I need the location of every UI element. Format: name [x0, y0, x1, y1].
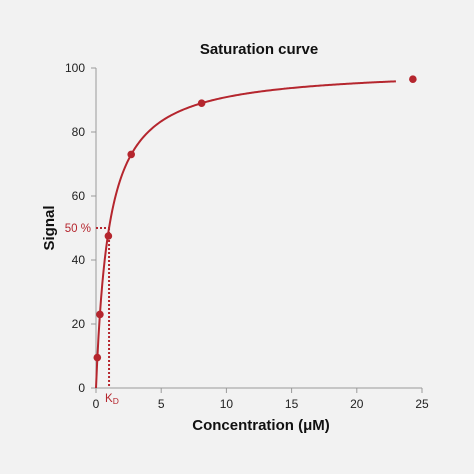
- x-tick-label: 0: [93, 397, 100, 411]
- y-tick-label: 40: [72, 253, 86, 267]
- kd-x-label: KD: [105, 393, 119, 406]
- kd-annotation: 50 % KD: [65, 223, 119, 406]
- data-point: [127, 150, 136, 159]
- data-point: [197, 99, 206, 107]
- y-axis-title: Signal: [41, 205, 58, 250]
- x-tick-label: 10: [220, 397, 234, 411]
- chart-title: Saturation curve: [200, 41, 318, 58]
- axes: [91, 67, 423, 393]
- y-tick-label: 0: [78, 381, 85, 395]
- data-point: [104, 232, 113, 240]
- kd-y-label: 50 %: [65, 223, 91, 235]
- y-tick-label: 80: [72, 125, 86, 139]
- data-point: [96, 310, 104, 319]
- y-tick-label: 60: [72, 189, 86, 203]
- x-tick-label: 20: [350, 397, 364, 411]
- x-tick-label: 15: [285, 397, 299, 411]
- tick-labels: 0 5 10 15 20 25 0 20 40 60 80 100: [65, 61, 429, 411]
- x-tick-label: 5: [158, 397, 165, 411]
- x-tick-label: 25: [415, 397, 429, 411]
- data-point: [93, 353, 102, 362]
- x-axis-title: Concentration (μM): [192, 417, 330, 434]
- fit-curve: [95, 80, 396, 389]
- y-tick-label: 20: [72, 317, 86, 331]
- data-points: [93, 75, 417, 362]
- y-tick-label: 100: [65, 61, 85, 75]
- data-point: [409, 75, 417, 83]
